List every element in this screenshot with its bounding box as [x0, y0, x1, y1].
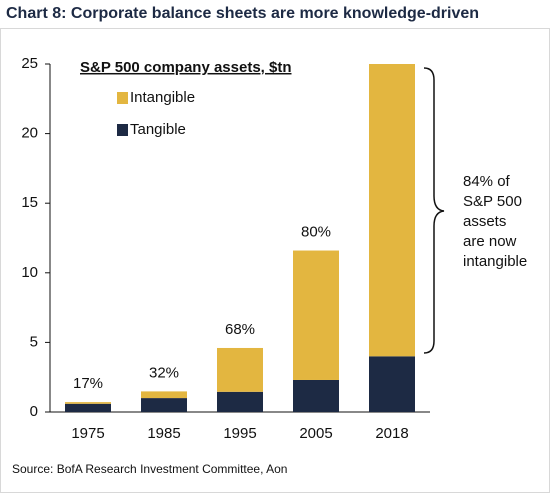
annotation-line: of — [493, 173, 511, 190]
x-tick-label: 2005 — [299, 425, 332, 442]
x-tick-label: 1975 — [71, 425, 104, 442]
annotation: are now — [463, 233, 517, 250]
y-tick-label: 15 — [21, 194, 38, 211]
x-tick-label: 1985 — [147, 425, 180, 442]
bar-segment — [369, 356, 415, 412]
bar-segment — [293, 250, 339, 380]
chart-title: Chart 8: Corporate balance sheets are mo… — [6, 5, 479, 22]
legend-title: S&P 500 company assets, $tn — [80, 59, 292, 76]
bar-segment — [65, 403, 111, 412]
y-tick-label: 0 — [30, 403, 38, 420]
y-tick-label: 25 — [21, 55, 38, 72]
x-tick-label: 2018 — [375, 425, 408, 442]
bar-segment — [65, 402, 111, 404]
bar-segment — [141, 391, 187, 399]
x-tick-label: 1995 — [223, 425, 256, 442]
share-label: 32% — [149, 364, 179, 381]
legend-label: Intangible — [130, 89, 195, 106]
share-label: 80% — [301, 223, 331, 240]
annotation: 84% of — [463, 173, 511, 190]
legend-swatch — [117, 124, 128, 136]
bar-segment — [293, 379, 339, 412]
bar-segment — [217, 391, 263, 412]
share-label: 68% — [225, 321, 255, 338]
brace — [423, 67, 445, 354]
share-label: 17% — [73, 375, 103, 392]
y-tick-label: 10 — [21, 264, 38, 281]
source: Source: BofA Research Investment Committ… — [12, 462, 287, 476]
bar-segment — [369, 64, 415, 357]
legend-label: Tangible — [130, 121, 186, 138]
frame — [0, 28, 550, 493]
annotation: S&P 500 — [463, 193, 522, 210]
annotation: intangible — [463, 253, 527, 270]
y-tick-label: 20 — [21, 125, 38, 142]
bar-segment — [141, 398, 187, 412]
y-tick-label: 5 — [30, 333, 38, 350]
annotation: assets — [463, 213, 506, 230]
annotation-share: 84% — [463, 173, 493, 190]
bar-segment — [217, 347, 263, 392]
legend-swatch — [117, 92, 128, 104]
